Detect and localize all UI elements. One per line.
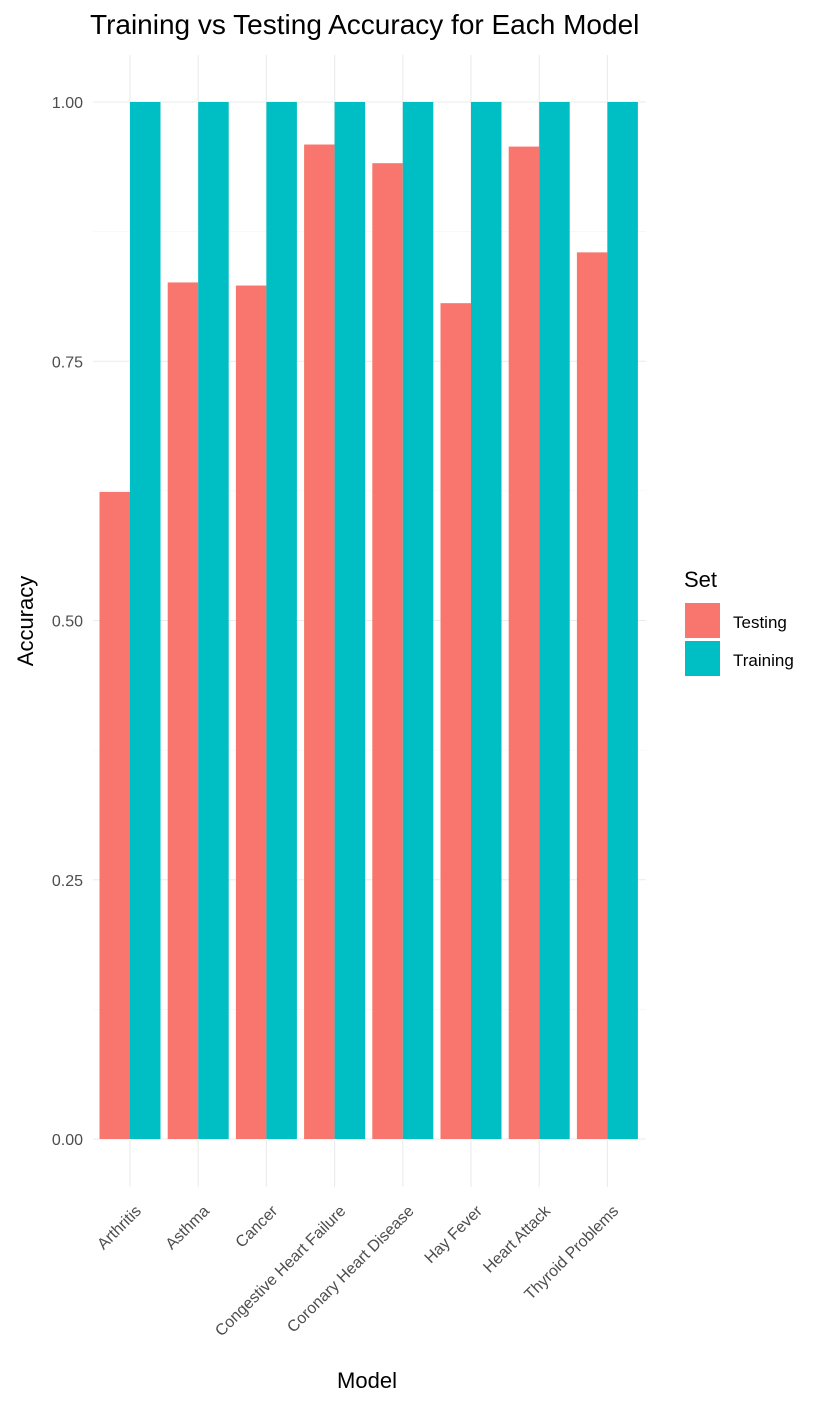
x-tick-label: Hay Fever [422, 1202, 487, 1267]
bar-testing-4 [372, 163, 403, 1139]
bar-training-0 [130, 102, 161, 1139]
legend-swatch-training [685, 641, 720, 676]
legend-items: Testing Training [685, 603, 794, 676]
y-tick-label: 0.75 [52, 354, 83, 371]
legend: Set Testing Training [684, 567, 794, 676]
legend-title: Set [684, 567, 717, 592]
bar-testing-0 [100, 492, 131, 1139]
bar-training-7 [607, 102, 638, 1139]
legend-swatch-testing [685, 603, 720, 638]
x-tick-label: Coronary Heart Disease [284, 1203, 417, 1336]
legend-label-training: Training [733, 651, 794, 670]
x-axis-title: Model [337, 1368, 397, 1393]
x-tick-label: Congestive Heart Failure [212, 1203, 349, 1340]
bar-training-1 [198, 102, 229, 1139]
y-tick-label: 1.00 [52, 95, 83, 112]
legend-label-testing: Testing [733, 613, 787, 632]
bar-training-3 [335, 102, 366, 1139]
bar-training-2 [266, 102, 297, 1139]
x-tick-label: Arthritis [94, 1203, 144, 1253]
chart-title: Training vs Testing Accuracy for Each Mo… [90, 9, 639, 40]
y-tick-label: 0.00 [52, 1132, 83, 1149]
x-tick-label: Asthma [163, 1203, 213, 1253]
bar-training-5 [471, 102, 502, 1139]
bar-testing-2 [236, 286, 267, 1139]
bar-testing-7 [577, 252, 608, 1139]
x-tick-label: Cancer [233, 1202, 282, 1251]
y-axis-ticks: 0.00 0.25 0.50 0.75 1.00 [52, 95, 83, 1149]
bar-testing-5 [441, 303, 472, 1139]
y-axis-title: Accuracy [13, 576, 38, 666]
bar-training-6 [539, 102, 570, 1139]
x-tick-label: Heart Attack [480, 1202, 554, 1276]
bar-testing-6 [509, 147, 540, 1139]
y-tick-label: 0.25 [52, 873, 83, 890]
bar-testing-3 [304, 145, 335, 1139]
bar-training-4 [403, 102, 434, 1139]
y-tick-label: 0.50 [52, 614, 83, 631]
bar-testing-1 [168, 282, 199, 1139]
